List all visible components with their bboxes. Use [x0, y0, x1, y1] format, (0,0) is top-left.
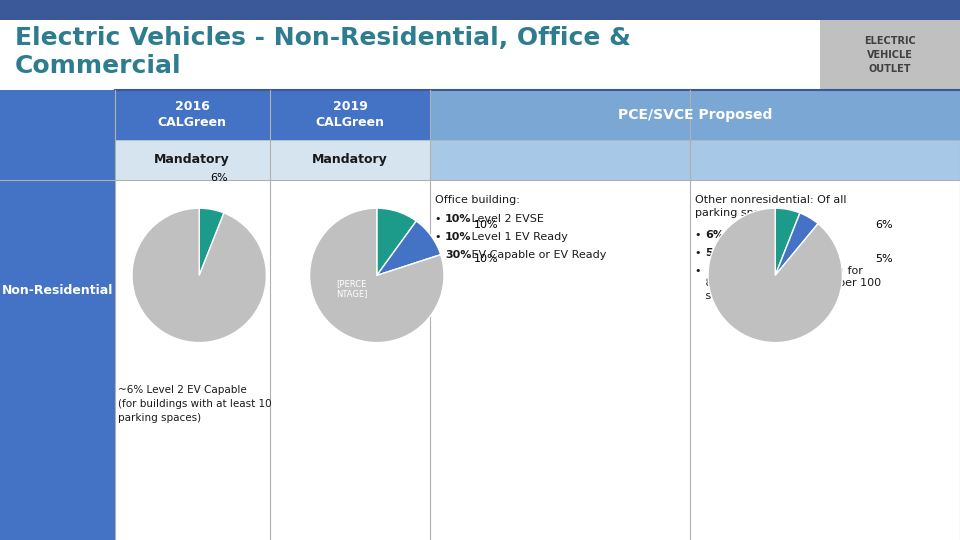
Text: Level 2 EVSE: Level 2 EVSE — [468, 214, 544, 224]
Wedge shape — [309, 208, 444, 342]
Text: EV Capable or EV Ready: EV Capable or EV Ready — [468, 250, 607, 260]
Text: Mandatory: Mandatory — [155, 153, 229, 166]
Wedge shape — [132, 208, 266, 342]
Text: ~6% Level 2 EV Capable
(for buildings with at least 10
parking spaces): ~6% Level 2 EV Capable (for buildings wi… — [118, 385, 272, 423]
Wedge shape — [775, 208, 800, 275]
Text: •: • — [695, 230, 705, 240]
Wedge shape — [376, 208, 417, 275]
Text: •  Over 100 spaces: option for
   80k.W DC Fast Charger per 100
   spaces: • Over 100 spaces: option for 80k.W DC F… — [695, 266, 881, 301]
FancyBboxPatch shape — [270, 180, 430, 540]
Text: Non-Residential: Non-Residential — [2, 284, 113, 296]
Text: 10%: 10% — [473, 220, 498, 230]
FancyBboxPatch shape — [430, 90, 960, 140]
Text: ELECTRIC
VEHICLE
OUTLET: ELECTRIC VEHICLE OUTLET — [864, 36, 916, 74]
Text: Level 2 EVSE: Level 2 EVSE — [723, 230, 799, 240]
Text: •: • — [435, 232, 445, 242]
Wedge shape — [776, 213, 818, 275]
FancyBboxPatch shape — [0, 90, 115, 540]
Text: 2019
CALGreen: 2019 CALGreen — [316, 100, 385, 130]
Text: 6%: 6% — [876, 220, 893, 230]
Wedge shape — [376, 221, 441, 275]
Text: Level 1 EV Ready: Level 1 EV Ready — [723, 248, 823, 258]
Text: 10%: 10% — [445, 214, 471, 224]
Text: Level 1 EV Ready: Level 1 EV Ready — [468, 232, 568, 242]
FancyBboxPatch shape — [0, 0, 960, 20]
Text: •: • — [435, 214, 445, 224]
Text: 10%: 10% — [445, 232, 471, 242]
Text: 10%: 10% — [473, 254, 498, 264]
Text: 6%: 6% — [705, 230, 724, 240]
Text: Electric Vehicles - Non-Residential, Office &: Electric Vehicles - Non-Residential, Off… — [15, 26, 631, 50]
Text: •: • — [695, 248, 705, 258]
FancyBboxPatch shape — [430, 140, 960, 180]
Text: 30%: 30% — [445, 250, 471, 260]
FancyBboxPatch shape — [430, 180, 690, 540]
Text: 2016
CALGreen: 2016 CALGreen — [157, 100, 227, 130]
FancyBboxPatch shape — [270, 140, 430, 180]
FancyBboxPatch shape — [115, 180, 270, 540]
Text: 5%: 5% — [705, 248, 724, 258]
Text: 5%: 5% — [876, 254, 893, 264]
Wedge shape — [708, 208, 842, 342]
FancyBboxPatch shape — [0, 20, 820, 90]
Text: Commercial: Commercial — [15, 54, 181, 78]
Text: Mandatory: Mandatory — [312, 153, 388, 166]
FancyBboxPatch shape — [270, 90, 430, 140]
Text: [PERCE
NTAGE]: [PERCE NTAGE] — [336, 279, 368, 299]
Text: •: • — [435, 250, 445, 260]
Text: Office building:: Office building: — [435, 195, 520, 205]
Text: Other nonresidential: Of all
parking spaces,: Other nonresidential: Of all parking spa… — [695, 195, 847, 218]
FancyBboxPatch shape — [115, 140, 270, 180]
FancyBboxPatch shape — [820, 20, 960, 90]
Text: 6%: 6% — [210, 173, 228, 183]
FancyBboxPatch shape — [115, 90, 270, 140]
FancyBboxPatch shape — [690, 180, 960, 540]
Wedge shape — [199, 208, 224, 275]
Text: PCE/SVCE Proposed: PCE/SVCE Proposed — [618, 108, 772, 122]
